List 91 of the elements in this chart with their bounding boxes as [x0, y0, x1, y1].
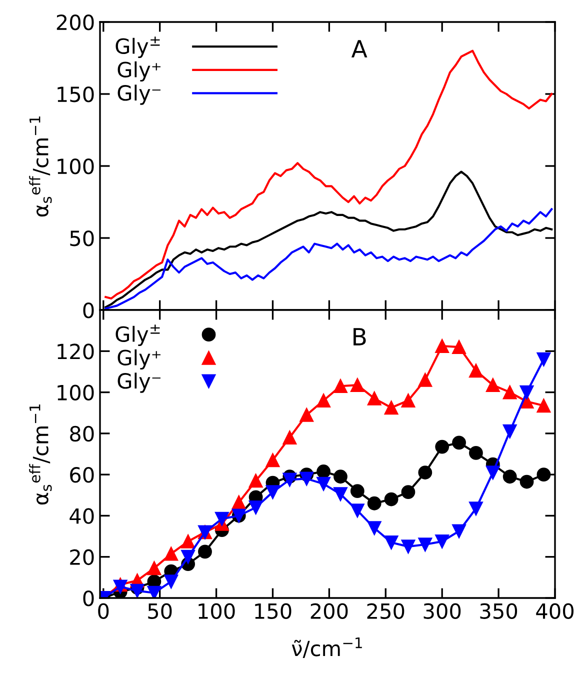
x-tick-label: 300 [424, 603, 461, 619]
legend-label: Gly$^{±}$ [116, 324, 160, 346]
point [536, 352, 551, 366]
point [401, 485, 416, 499]
point [469, 364, 483, 378]
point [334, 470, 348, 484]
point [384, 492, 398, 506]
point [367, 521, 382, 535]
x-tick-label: 0 [98, 603, 109, 619]
point [520, 474, 534, 489]
point [300, 408, 314, 422]
y-tick-label: 20 [70, 549, 94, 566]
y-tick-label: 100 [58, 158, 94, 174]
point [469, 502, 483, 516]
x-tick-label: 400 [536, 603, 574, 619]
point [536, 468, 551, 482]
point [435, 534, 450, 548]
point [486, 466, 500, 480]
x-tick-label: 50 [148, 603, 172, 619]
point [502, 424, 517, 438]
point [282, 472, 297, 487]
legend-label: Gly$^{±}$ [116, 36, 160, 58]
point [418, 373, 432, 387]
point [435, 440, 450, 454]
point [164, 546, 178, 561]
y-tick-label: 40 [70, 508, 94, 524]
point [401, 540, 416, 554]
y-axis-title: α$_{s}$$^{eff}$/cm$^{−1}$ [29, 116, 52, 217]
point [300, 472, 314, 486]
point [401, 394, 416, 408]
point [266, 485, 280, 499]
point [435, 339, 450, 353]
annotation: A [351, 40, 368, 58]
legend-label: Gly⁻ [118, 84, 160, 105]
point [486, 378, 500, 392]
x-tick-label: 200 [310, 603, 348, 619]
point [232, 495, 246, 510]
point [418, 466, 432, 480]
point [282, 430, 297, 444]
point [452, 340, 466, 354]
point [502, 470, 517, 484]
point [367, 496, 382, 510]
legend-label: Gly⁻ [118, 372, 160, 393]
y-tick-label: 0 [83, 302, 94, 318]
point [316, 394, 330, 408]
point [198, 544, 212, 559]
point [536, 398, 551, 413]
x-axis-title: ν̃/cm$^{−1}$ [292, 637, 362, 658]
point [248, 474, 263, 488]
point [350, 378, 364, 392]
point [248, 500, 263, 514]
y-tick-label: 100 [58, 384, 94, 400]
annotation: B [354, 328, 366, 346]
line-series [104, 208, 553, 310]
point [266, 453, 280, 468]
x-tick-label: 350 [480, 603, 518, 619]
legend-label: Gly⁺ [118, 61, 160, 82]
point [130, 584, 144, 598]
y-tick-label: 0 [83, 590, 94, 606]
y-tick-label: 150 [58, 86, 94, 102]
point [181, 550, 196, 564]
x-tick-label: 100 [198, 603, 235, 619]
point [214, 512, 229, 526]
y-axis-title: α$_{s}$$^{eff}$/cm$^{−1}$ [29, 404, 52, 505]
point [520, 385, 534, 400]
legend-label: Gly⁺ [118, 349, 160, 370]
point [350, 484, 364, 498]
point [502, 385, 517, 400]
point [384, 536, 398, 550]
x-tick-label: 150 [255, 603, 292, 619]
point [147, 586, 162, 598]
y-tick-label: 200 [56, 14, 94, 30]
point [469, 446, 483, 460]
y-tick-label: 50 [70, 230, 94, 246]
point [164, 574, 178, 588]
point [181, 534, 196, 548]
point [367, 392, 382, 406]
point [452, 436, 466, 450]
y-tick-label: 60 [70, 467, 94, 483]
point [334, 487, 348, 502]
y-tick-label: 120 [58, 344, 94, 360]
point [334, 379, 348, 394]
point [452, 524, 466, 538]
x-tick-label: 250 [367, 603, 404, 619]
point [316, 464, 330, 478]
point [350, 504, 364, 518]
point [316, 476, 330, 491]
point [384, 400, 398, 415]
point [418, 538, 432, 552]
point [147, 561, 162, 576]
y-tick-label: 80 [70, 426, 94, 442]
